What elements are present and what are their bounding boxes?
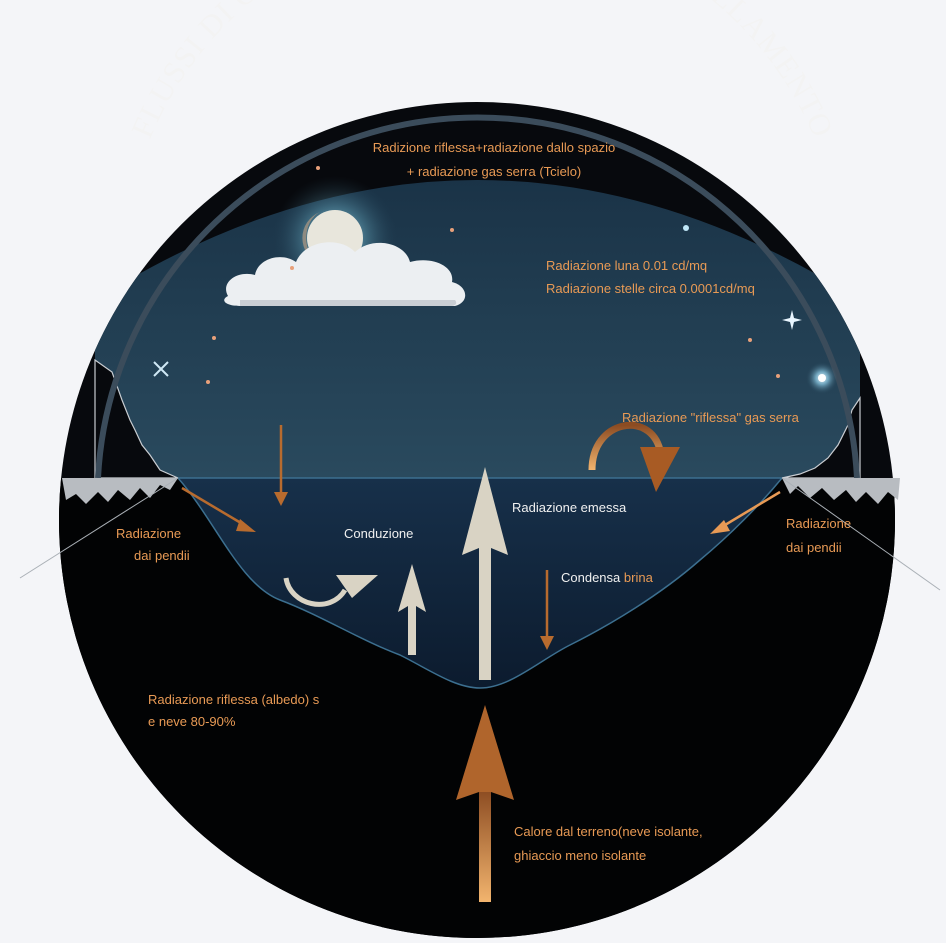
- snow-ridge-icon: [62, 478, 900, 504]
- frost-condensation-label: Condensa brina: [561, 570, 654, 585]
- emitted-radiation-label: Radiazione emessa: [512, 500, 627, 515]
- conduction-up-arrow: [398, 564, 426, 655]
- sky-down-arrow: [274, 425, 288, 506]
- conduction-label: Conduzione: [344, 526, 413, 541]
- albedo-label-2: e neve 80-90%: [148, 714, 236, 729]
- greenhouse-reflected-label: Radiazione "riflessa" gas serra: [622, 410, 800, 425]
- frost-down-arrow: [540, 570, 554, 650]
- ground-heat-label-1: Calore dal terreno(neve isolante,: [514, 824, 703, 839]
- left-divider-line: [19, 477, 179, 579]
- stars-radiation-label: Radiazione stelle circa 0.0001cd/mq: [546, 281, 755, 296]
- moon-radiation-label: Radiazione luna 0.01 cd/mq: [546, 258, 707, 273]
- left-slope-arrow: [181, 486, 256, 532]
- sky-radiation-label-1: Radizione riflessa+radiazione dallo spaz…: [373, 140, 615, 155]
- emitted-radiation-arrow: [462, 467, 508, 680]
- sky-radiation-label-2: + radiazione gas serra (Tcielo): [407, 164, 582, 179]
- sky-arc-frame: [95, 114, 860, 479]
- ground-heat-arrow: [456, 705, 514, 902]
- slopes-right-label-1: Radiazione: [786, 516, 851, 531]
- conduction-curve-arrow: [283, 575, 378, 607]
- greenhouse-curve-arrow: [588, 421, 680, 492]
- slopes-left-label-2: dai pendii: [134, 548, 190, 563]
- slopes-right-label-2: dai pendii: [786, 540, 842, 555]
- right-slope-arrow: [710, 490, 781, 534]
- albedo-label-1: Radiazione riflessa (albedo) s: [148, 692, 320, 707]
- ground-heat-label-2: ghiaccio meno isolante: [514, 848, 646, 863]
- slopes-left-label-1: Radiazione: [116, 526, 181, 541]
- right-divider-line: [781, 477, 941, 591]
- star-icon: [153, 166, 838, 394]
- cloud-icon: [224, 242, 466, 306]
